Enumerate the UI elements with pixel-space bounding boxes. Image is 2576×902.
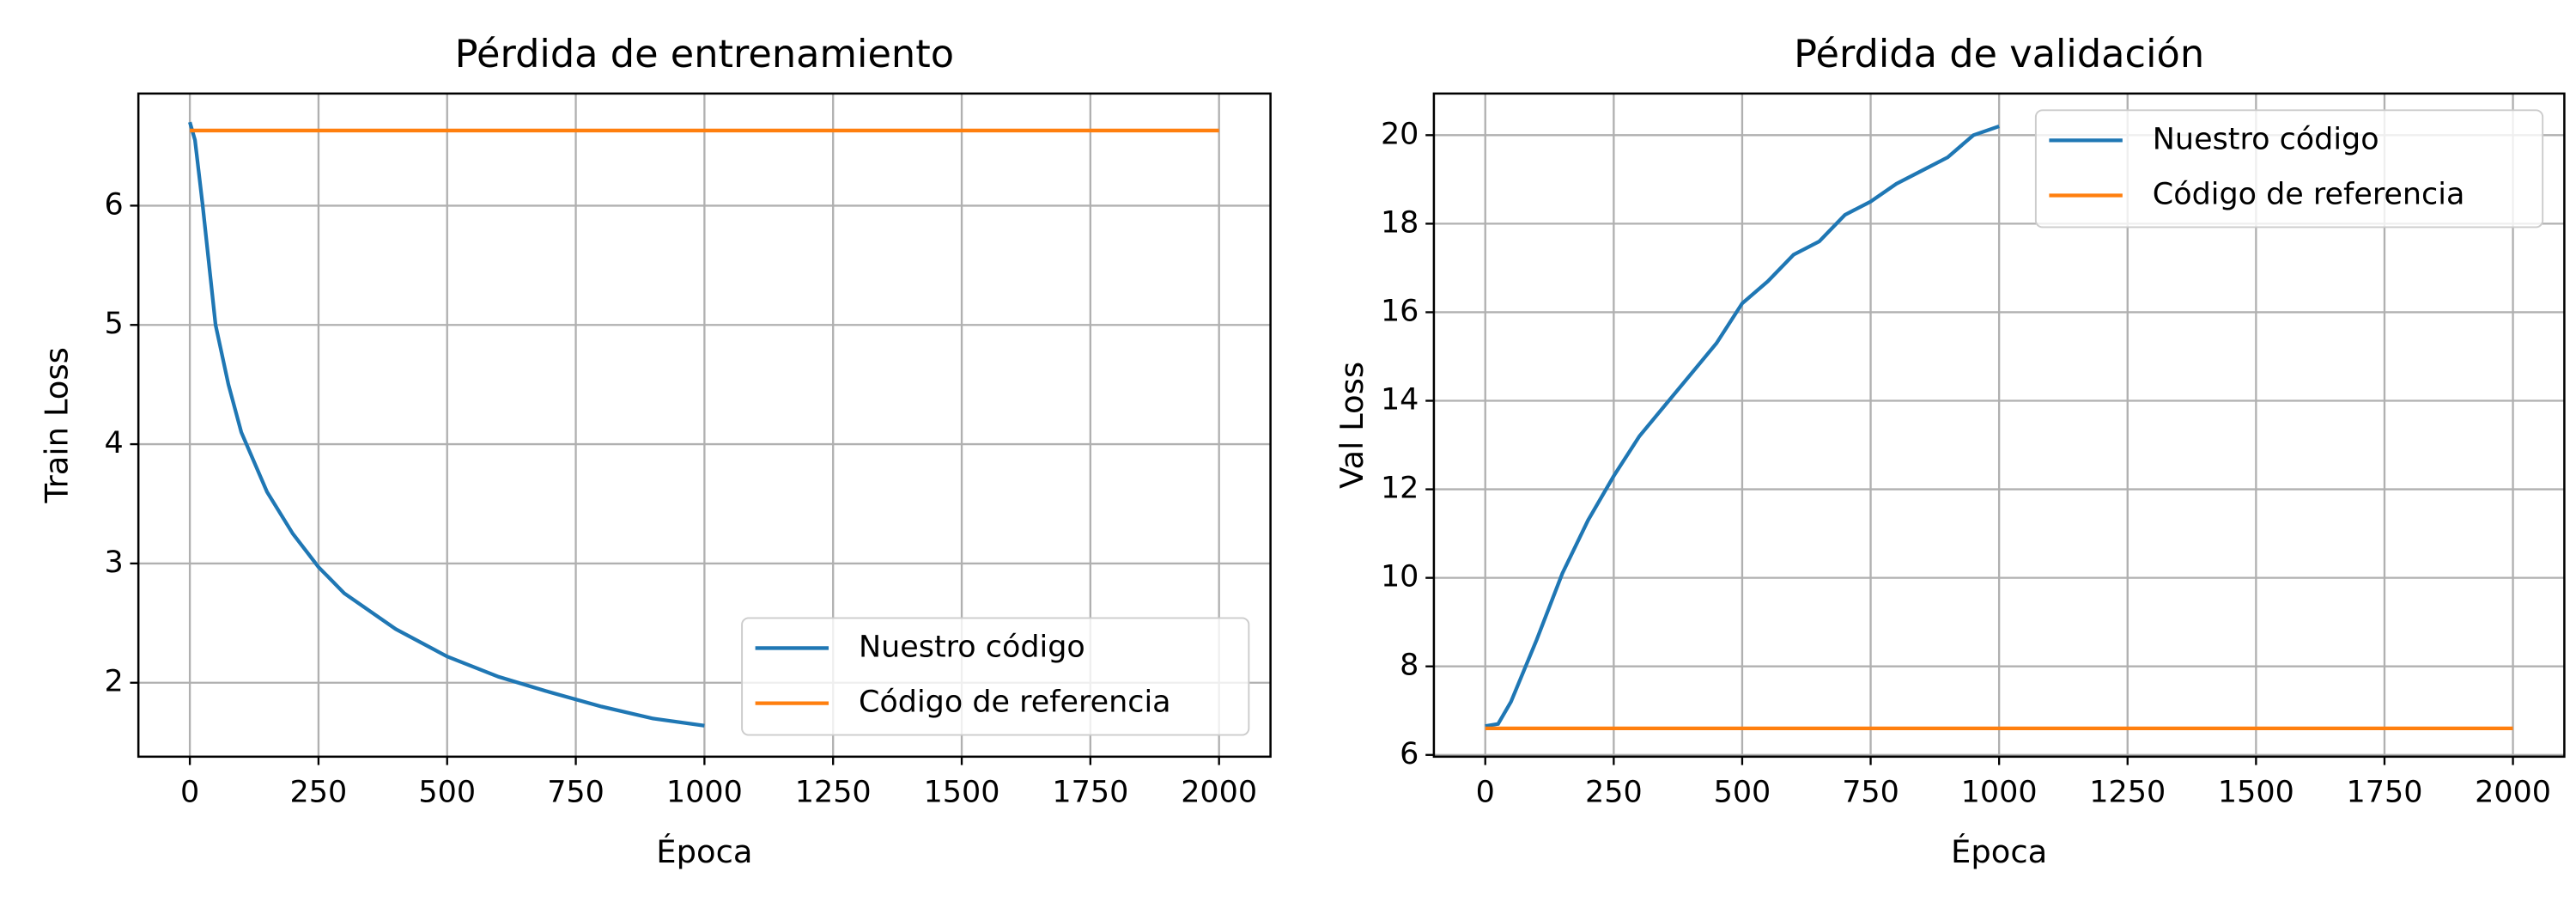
x-tick-label: 1250 bbox=[2089, 776, 2166, 810]
legend-label: Código de referencia bbox=[2153, 177, 2465, 211]
legend: Nuestro código Código de referencia bbox=[2034, 109, 2544, 229]
x-axis-label: Época bbox=[656, 832, 752, 870]
x-tick-label: 2000 bbox=[1181, 776, 1257, 810]
y-axis-label: Train Loss bbox=[38, 347, 75, 503]
chart-title: Pérdida de entrenamiento bbox=[455, 32, 954, 76]
x-tick-label: 250 bbox=[290, 776, 348, 810]
y-tick-label: 14 bbox=[1381, 383, 1419, 417]
x-tick-label: 500 bbox=[1714, 776, 1771, 810]
plot-frame bbox=[1432, 92, 2566, 759]
y-tick-label: 6 bbox=[104, 187, 123, 222]
x-tick-label: 1750 bbox=[1052, 776, 1128, 810]
legend-box bbox=[741, 617, 1250, 736]
x-tick-label: 250 bbox=[1585, 776, 1643, 810]
y-axis-label: Val Loss bbox=[1334, 362, 1370, 489]
x-tick-label: 1500 bbox=[2218, 776, 2294, 810]
legend-label: Código de referencia bbox=[859, 686, 1171, 720]
chart-title: Pérdida de validación bbox=[1794, 32, 2204, 76]
legend-label: Nuestro código bbox=[2153, 122, 2379, 156]
plot-frame bbox=[137, 92, 1272, 759]
x-tick-label: 500 bbox=[418, 776, 476, 810]
x-tick-label: 1750 bbox=[2346, 776, 2422, 810]
x-tick-label: 750 bbox=[547, 776, 605, 810]
y-tick-label: 4 bbox=[104, 426, 123, 460]
chart: 0 250 500 750 1000 1250 1500 1750 2000 6 8 10 12 14 16… bbox=[1334, 32, 2566, 870]
legend-label: Nuestro código bbox=[859, 630, 1085, 664]
y-tick-label: 20 bbox=[1381, 117, 1419, 151]
y-tick-label: 5 bbox=[104, 307, 123, 341]
y-tick-label: 10 bbox=[1381, 560, 1419, 594]
x-tick-label: 1500 bbox=[924, 776, 1000, 810]
x-tick-label: 2000 bbox=[2475, 776, 2551, 810]
legend: Nuestro código Código de referencia bbox=[741, 617, 1250, 736]
y-tick-label: 8 bbox=[1400, 649, 1419, 683]
chart: 0 250 500 750 1000 1250 1500 1750 2000 2 3 4 5 6 Pérdi… bbox=[38, 32, 1272, 870]
y-tick-label: 6 bbox=[1400, 737, 1419, 771]
x-tick-label: 750 bbox=[1842, 776, 1899, 810]
y-tick-label: 3 bbox=[104, 545, 123, 580]
line bbox=[188, 121, 705, 728]
line bbox=[1485, 124, 2000, 728]
legend-box bbox=[2034, 109, 2544, 229]
y-tick-label: 16 bbox=[1381, 294, 1419, 328]
x-tick-label: 1000 bbox=[1961, 776, 2038, 810]
x-tick-label: 0 bbox=[1476, 776, 1495, 810]
y-tick-label: 2 bbox=[104, 665, 123, 699]
x-axis-label: Época bbox=[1951, 832, 2047, 870]
x-tick-label: 1250 bbox=[795, 776, 872, 810]
y-tick-label: 12 bbox=[1381, 472, 1419, 506]
y-tick-label: 18 bbox=[1381, 205, 1419, 240]
x-tick-label: 0 bbox=[180, 776, 199, 810]
x-tick-label: 1000 bbox=[666, 776, 743, 810]
